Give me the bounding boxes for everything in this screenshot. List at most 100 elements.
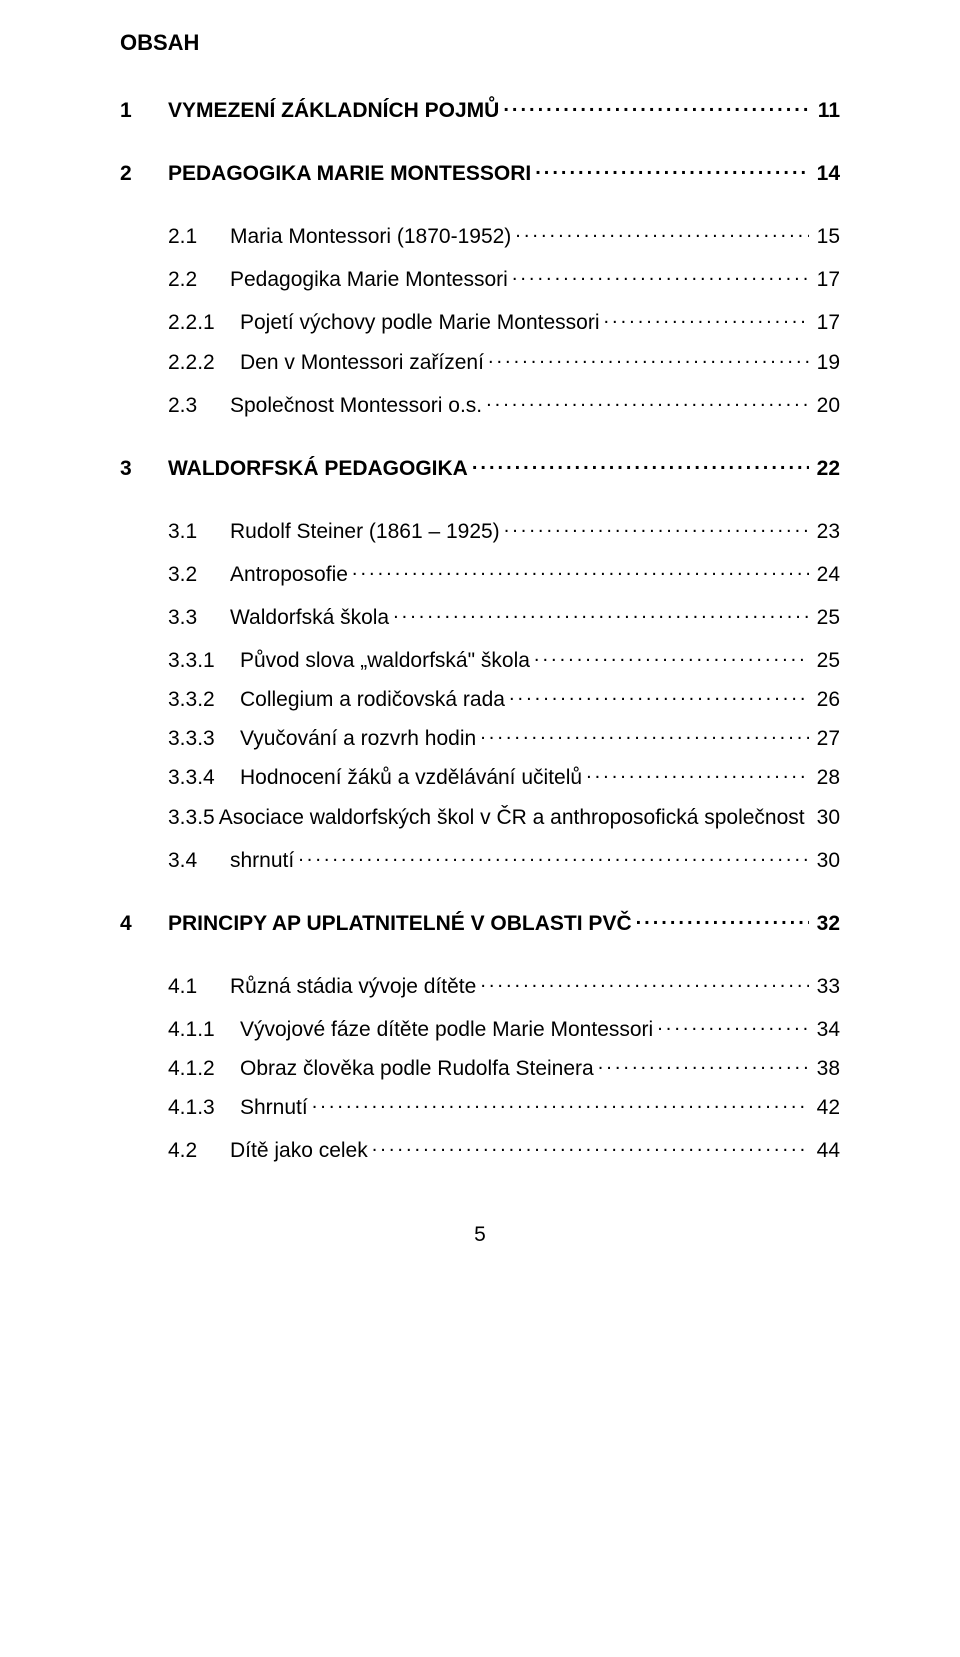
toc-entry: 3.3.2Collegium a rodičovská rada26 xyxy=(120,683,840,712)
toc-entry-label: shrnutí xyxy=(230,849,294,873)
toc-entry-label: Vývojové fáze dítěte podle Marie Montess… xyxy=(240,1018,653,1042)
toc-entry: 3.3.4Hodnocení žáků a vzdělávání učitelů… xyxy=(120,761,840,790)
toc-entry: 3.3.1Původ slova „waldorfská" škola25 xyxy=(120,644,840,673)
toc-entry: 3WALDORFSKÁ PEDAGOGIKA 22 xyxy=(120,452,840,481)
toc-entry-page: 11 xyxy=(814,99,840,123)
toc-entry-label: Shrnutí xyxy=(240,1096,308,1120)
toc-entry-label: WALDORFSKÁ PEDAGOGIKA xyxy=(168,457,468,481)
toc-entry-label: PRINCIPY AP UPLATNITELNÉ V OBLASTI PVČ xyxy=(168,912,632,936)
toc-entry-page: 34 xyxy=(813,1018,840,1042)
toc-entry-number: 4.1.3 xyxy=(168,1096,240,1120)
toc-leader xyxy=(472,452,809,475)
toc-leader xyxy=(586,761,809,784)
toc-leader xyxy=(488,345,809,368)
toc-leader xyxy=(393,601,809,624)
toc-entry: 2PEDAGOGIKA MARIE MONTESSORI 14 xyxy=(120,157,840,186)
toc-entry: 4PRINCIPY AP UPLATNITELNÉ V OBLASTI PVČ3… xyxy=(120,907,840,936)
toc-entry-page: 17 xyxy=(813,268,840,292)
toc-entry-number: 3.4 xyxy=(168,849,230,873)
toc-entry-label: VYMEZENÍ ZÁKLADNÍCH POJMŮ xyxy=(168,99,499,123)
toc-entry-page: 24 xyxy=(813,563,840,587)
toc-entry-label: PEDAGOGIKA MARIE MONTESSORI xyxy=(168,162,531,186)
toc-entry-page: 38 xyxy=(813,1057,840,1081)
toc-entry-page: 42 xyxy=(813,1096,840,1120)
toc-entry-page: 20 xyxy=(813,394,840,418)
toc-entry: 2.1Maria Montessori (1870-1952) 15 xyxy=(120,220,840,249)
toc-entry-label: Den v Montessori zařízení xyxy=(240,351,484,375)
toc-entry-page: 19 xyxy=(813,351,840,375)
toc-entry-number: 2.1 xyxy=(168,225,230,249)
toc-entry-number: 4.1 xyxy=(168,975,230,999)
toc-entry: 2.3Společnost Montessori o.s. 20 xyxy=(120,389,840,418)
toc-entry-page: 27 xyxy=(813,727,840,751)
toc-entry-number: 3.1 xyxy=(168,520,230,544)
toc-entry: 3.1Rudolf Steiner (1861 – 1925) 23 xyxy=(120,515,840,544)
toc-entry: 4.1.3Shrnutí 42 xyxy=(120,1091,840,1120)
page-number: 5 xyxy=(120,1223,840,1247)
toc-entry: 2.2.1Pojetí výchovy podle Marie Montesso… xyxy=(120,306,840,335)
toc-entry-page: 26 xyxy=(813,688,840,712)
toc-leader xyxy=(657,1013,808,1036)
toc-entry: 3.2Antroposofie 24 xyxy=(120,558,840,587)
toc-entry-number: 3.3.3 xyxy=(168,727,240,751)
toc-entry-number: 4.1.1 xyxy=(168,1018,240,1042)
toc-entry-number: 3.3.4 xyxy=(168,766,240,790)
toc-entry: 3.3Waldorfská škola 25 xyxy=(120,601,840,630)
toc-entry-page: 17 xyxy=(813,311,840,335)
toc-entry: 1VYMEZENÍ ZÁKLADNÍCH POJMŮ 11 xyxy=(120,94,840,123)
toc-entry-number: 3 xyxy=(120,457,168,481)
toc-entry-label: Pedagogika Marie Montessori xyxy=(230,268,508,292)
toc-leader xyxy=(504,515,809,538)
toc-entry-label: Hodnocení žáků a vzdělávání učitelů xyxy=(240,766,582,790)
toc-leader xyxy=(604,306,809,329)
toc-entry: 2.2Pedagogika Marie Montessori 17 xyxy=(120,263,840,292)
toc-entry-page: 33 xyxy=(813,975,840,999)
toc-entry-number: 3.2 xyxy=(168,563,230,587)
toc-leader xyxy=(534,644,809,667)
toc-entry-label: Vyučování a rozvrh hodin xyxy=(240,727,476,751)
toc-leader xyxy=(352,558,809,581)
toc-entry-number: 2.3 xyxy=(168,394,230,418)
toc-entry-page: 22 xyxy=(813,457,840,481)
toc-entry-label: Pojetí výchovy podle Marie Montessori xyxy=(240,311,600,335)
toc-entry-page: 15 xyxy=(813,225,840,249)
toc-entry-number: 2.2 xyxy=(168,268,230,292)
toc-entry-page: 44 xyxy=(813,1139,840,1163)
toc-entry-label: Rudolf Steiner (1861 – 1925) xyxy=(230,520,500,544)
toc-entry: 3.3.3Vyučování a rozvrh hodin 27 xyxy=(120,722,840,751)
toc-leader xyxy=(312,1091,809,1114)
toc-leader xyxy=(480,722,808,745)
toc-entry-label: Asociace waldorfských škol v ČR a anthro… xyxy=(219,806,805,830)
toc-entry: 4.2Dítě jako celek 44 xyxy=(120,1134,840,1163)
toc-entry-page: 28 xyxy=(813,766,840,790)
toc-leader xyxy=(503,94,809,117)
toc-entry-label: Obraz člověka podle Rudolfa Steinera xyxy=(240,1057,594,1081)
toc-leader xyxy=(535,157,808,180)
toc-entry-label: Společnost Montessori o.s. xyxy=(230,394,482,418)
toc-entry-page: 23 xyxy=(813,520,840,544)
toc-entry-page: 25 xyxy=(813,606,840,630)
toc-entry-label: Dítě jako celek xyxy=(230,1139,368,1163)
toc-entry-page: 14 xyxy=(813,162,840,186)
toc-entry-label: Waldorfská škola xyxy=(230,606,389,630)
toc-heading: OBSAH xyxy=(120,30,840,56)
toc-leader xyxy=(509,683,809,706)
toc-entry: 2.2.2Den v Montessori zařízení19 xyxy=(120,345,840,374)
toc-entry-page: 30 xyxy=(813,806,840,830)
toc-entry-number: 1 xyxy=(120,99,168,123)
toc-leader xyxy=(372,1134,809,1157)
toc-entry-label: Antroposofie xyxy=(230,563,348,587)
toc-entry-number: 3.3 xyxy=(168,606,230,630)
toc-entry-number: 4.2 xyxy=(168,1139,230,1163)
toc-container: 1VYMEZENÍ ZÁKLADNÍCH POJMŮ 11 2PEDAGOGIKA … xyxy=(120,94,840,1163)
toc-entry-page: 32 xyxy=(813,912,840,936)
toc-entry-label: Různá stádia vývoje dítěte xyxy=(230,975,476,999)
toc-entry-page: 25 xyxy=(813,649,840,673)
toc-entry-label: Maria Montessori (1870-1952) xyxy=(230,225,511,249)
toc-leader xyxy=(598,1052,809,1075)
toc-leader xyxy=(636,907,809,930)
toc-entry-number: 2 xyxy=(120,162,168,186)
toc-entry: 4.1.1Vývojové fáze dítěte podle Marie Mo… xyxy=(120,1013,840,1042)
toc-entry-number: 4.1.2 xyxy=(168,1057,240,1081)
toc-entry-number: 3.3.5 xyxy=(168,806,219,830)
